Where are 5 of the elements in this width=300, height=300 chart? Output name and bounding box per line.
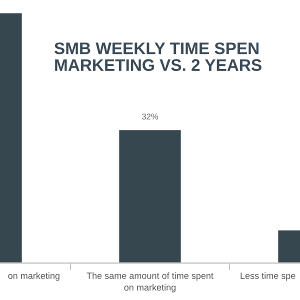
x-tick-label: The same amount of time spent on marketing <box>86 272 214 292</box>
x-tick-label: Less time spe <box>240 272 296 281</box>
text: SMB WEEKLY TIME SPEN MARKETING VS. 2 YEARS <box>54 42 262 71</box>
data-label: 32% <box>142 114 158 120</box>
x-tick-label: on marketing <box>8 272 60 281</box>
